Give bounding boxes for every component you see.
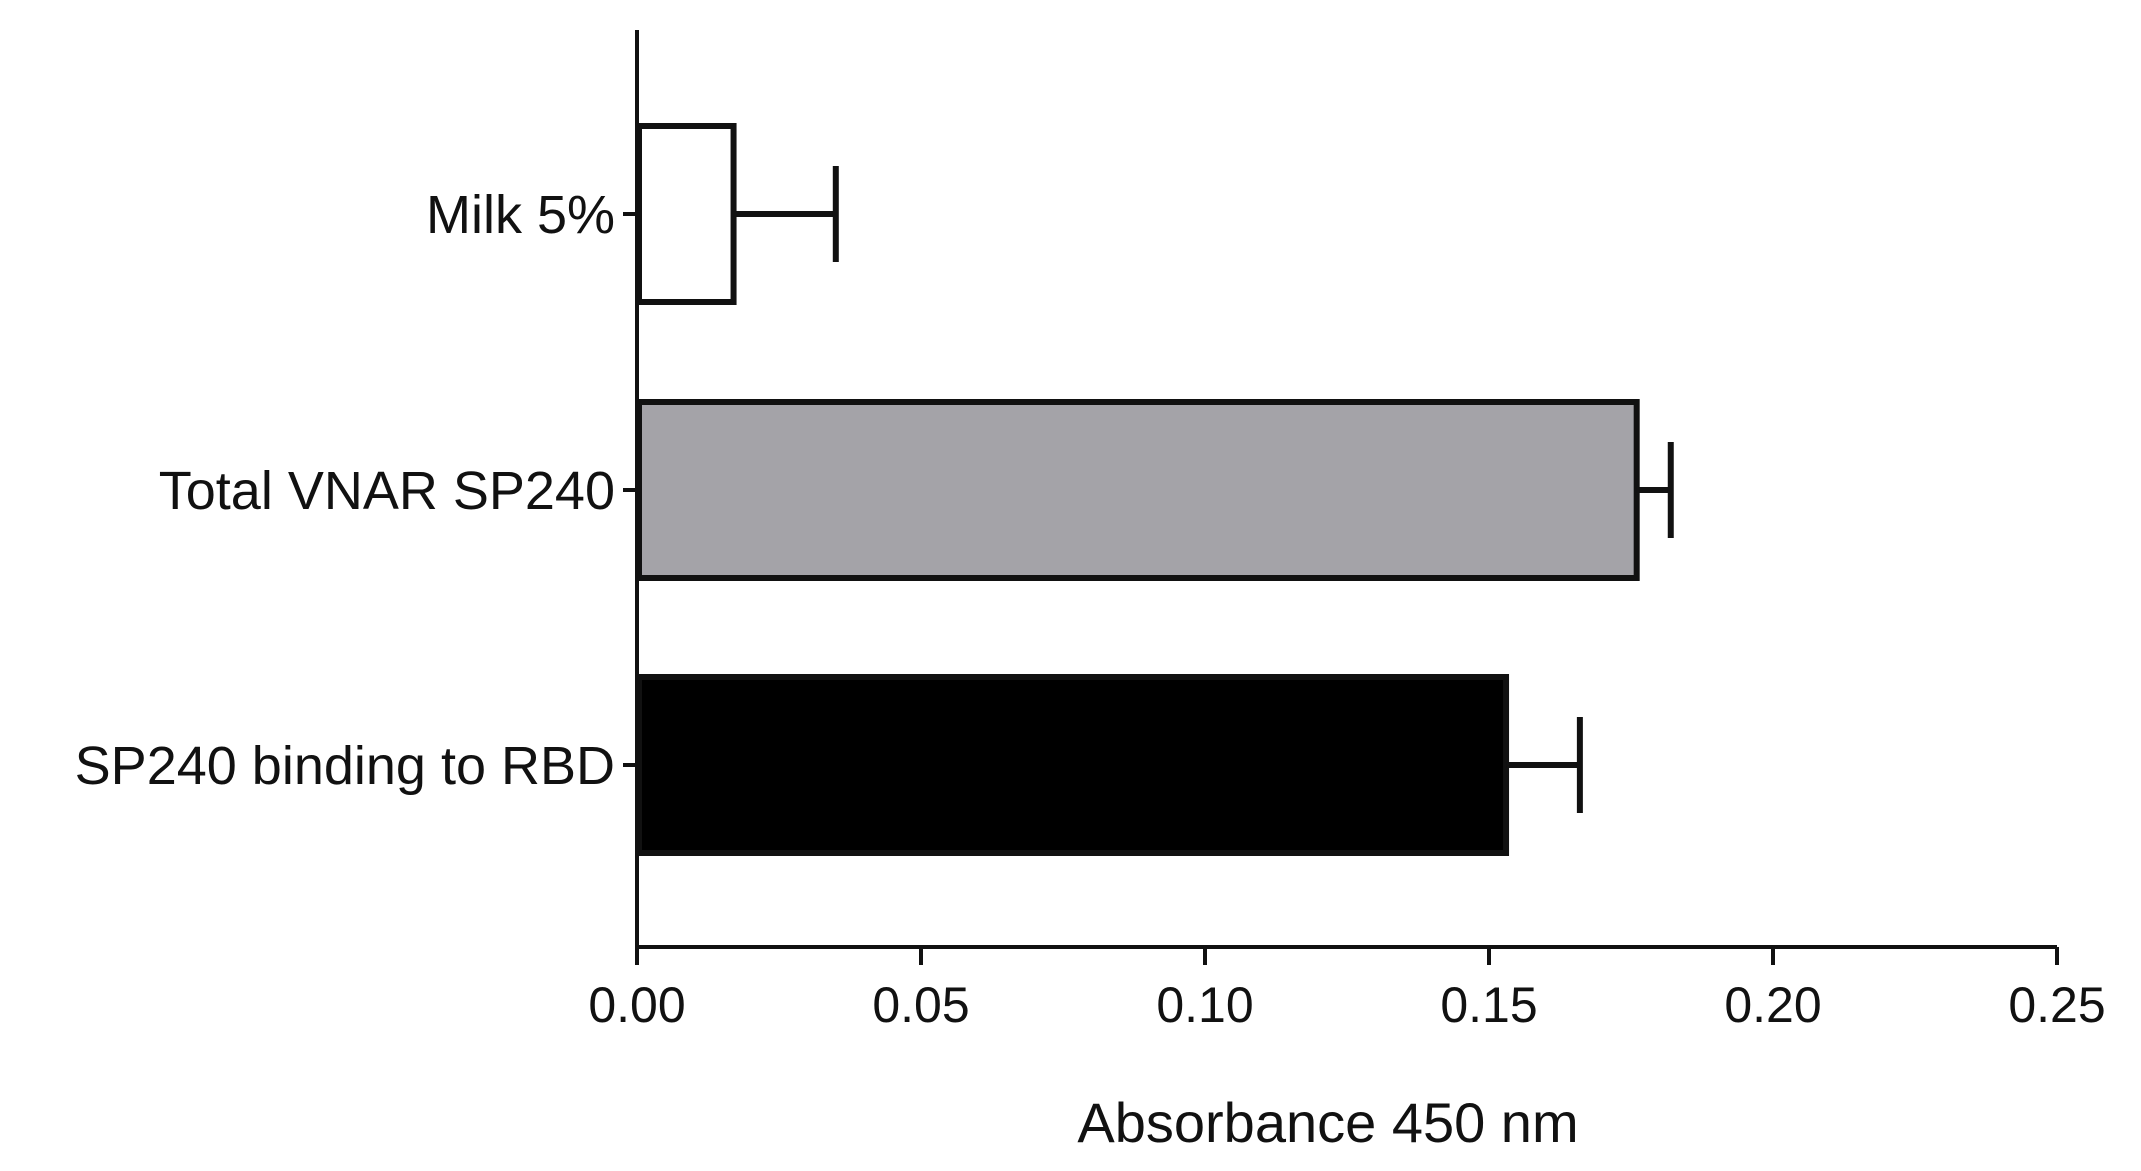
- bars-group: [636, 123, 1640, 856]
- x-tick-label: 0.10: [1156, 977, 1253, 1033]
- error-bars-group: [733, 166, 1674, 813]
- x-tick-label: 0.00: [588, 977, 685, 1033]
- x-ticks-group: 0.00 0.05 0.10 0.15 0.20 0.25: [588, 947, 2106, 1033]
- bar: [636, 399, 1640, 581]
- category-labels-group: Milk 5% Total VNAR SP240 SP240 binding to …: [75, 185, 637, 796]
- category-label: Total VNAR SP240: [159, 461, 615, 521]
- category-label: Milk 5%: [426, 185, 615, 245]
- x-tick-label: 0.20: [1724, 977, 1821, 1033]
- bar: [636, 123, 737, 305]
- x-tick-label: 0.25: [2008, 977, 2105, 1033]
- x-tick-label: 0.05: [872, 977, 969, 1033]
- bar: [636, 674, 1510, 856]
- x-axis-title: Absorbance 450 nm: [1077, 1091, 1578, 1154]
- category-label: SP240 binding to RBD: [75, 736, 615, 796]
- x-tick-label: 0.15: [1440, 977, 1537, 1033]
